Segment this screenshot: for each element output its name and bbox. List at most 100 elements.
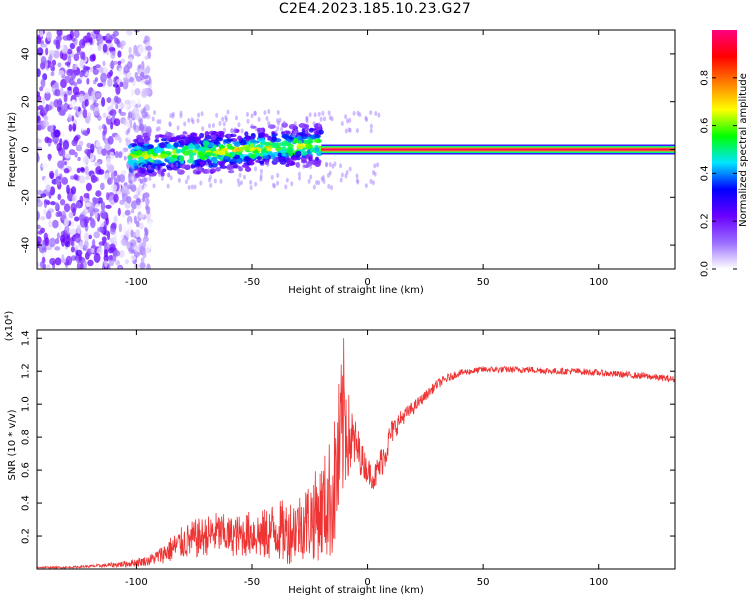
heatmap-cell [121, 170, 127, 176]
heatmap-cell [55, 211, 60, 217]
heatmap-cell [364, 115, 368, 121]
heatmap-cell [137, 167, 142, 174]
heatmap-cell [227, 146, 235, 150]
heatmap-cell [313, 112, 317, 118]
heatmap-cell [113, 250, 121, 257]
heatmap-cell [70, 255, 77, 262]
heatmap-cell [66, 249, 72, 256]
heatmap-cell [290, 181, 294, 187]
heatmap-cell [123, 155, 127, 161]
heatmap-cell [74, 216, 80, 222]
heatmap-cell [308, 112, 312, 118]
heatmap-cell [303, 139, 310, 145]
x-tick-label: -100 [125, 577, 148, 588]
heatmap-cell [364, 183, 368, 189]
heatmap-cell [143, 154, 149, 160]
heatmap-cell [263, 110, 267, 116]
heatmap-cell [91, 238, 96, 249]
heatmap-cell [139, 261, 146, 269]
snr-y-axis: 0.2 0.4 0.6 0.8 1.0 1.2 1.4 [21, 330, 675, 544]
heatmap-cell [79, 262, 84, 269]
heatmap-cell [228, 158, 237, 162]
heatmap-cell [254, 126, 258, 132]
heatmap-cell [82, 260, 87, 269]
heatmap-cell [254, 166, 258, 172]
heatmap-cell [67, 113, 72, 122]
heatmap-cell [126, 196, 132, 204]
heatmap-cell [301, 135, 308, 140]
heatmap-cell [172, 149, 178, 155]
heatmap-cell [57, 62, 62, 68]
heatmap-cell [155, 134, 160, 140]
heatmap-cell [285, 163, 290, 168]
heatmap-plot-area [37, 30, 675, 269]
heatmap-cell [37, 137, 41, 144]
heatmap-cell [99, 220, 105, 228]
heatmap-cell [113, 215, 118, 224]
heatmap-cell [188, 142, 194, 149]
heatmap-cell [146, 144, 155, 150]
heatmap-cell [48, 119, 56, 127]
heatmap-cell [79, 241, 84, 250]
heatmap-cell [254, 181, 258, 187]
heatmap-cell [146, 150, 152, 155]
heatmap-cell [276, 180, 280, 186]
heatmap-cell [78, 140, 84, 147]
heatmap-cell [44, 88, 51, 94]
heatmap-cell [347, 127, 351, 133]
heatmap-cell [199, 160, 206, 167]
heatmap-cell [89, 152, 95, 162]
heatmap-cell [113, 233, 118, 242]
heatmap-cell [344, 128, 348, 134]
heatmap-cell [230, 151, 236, 157]
heatmap-cell [280, 126, 284, 132]
heatmap-cell [64, 61, 71, 66]
heatmap-cell [128, 46, 132, 55]
heatmap-cell [54, 246, 61, 251]
heatmap-cell [182, 150, 190, 156]
heatmap-cell [130, 89, 135, 97]
heatmap-cell [352, 110, 356, 116]
heatmap-cell [69, 30, 74, 40]
heatmap-cell [135, 149, 143, 155]
heatmap-cell [48, 49, 56, 55]
heatmap-cell [166, 183, 170, 189]
heatmap-cell [315, 156, 320, 161]
heatmap-cell [132, 122, 137, 131]
heatmap-cell [45, 104, 52, 111]
heatmap-cell [127, 164, 131, 170]
heatmap-cell [82, 197, 90, 203]
heatmap-cell [63, 203, 71, 213]
heatmap-cell [291, 132, 295, 138]
heatmap-cell [127, 132, 131, 141]
heatmap-cell [314, 134, 321, 138]
x-tick-label: 0 [364, 577, 370, 588]
heatmap-cell [376, 162, 380, 168]
heatmap-cell [97, 227, 104, 233]
heatmap-cell [194, 159, 200, 164]
heatmap-cell [84, 239, 89, 250]
heatmap-cell [132, 49, 139, 56]
heatmap-cell [136, 197, 141, 206]
heatmap-cell [95, 92, 101, 99]
heatmap-cell [55, 178, 61, 186]
heatmap-cell [205, 161, 209, 167]
heatmap-cell [63, 217, 70, 227]
heatmap-cell [198, 165, 202, 171]
heatmap-cell [43, 209, 47, 215]
heatmap-cell [48, 220, 53, 228]
heatmap-cell [92, 208, 100, 213]
heatmap-cell [105, 192, 110, 201]
heatmap-cell [134, 173, 142, 177]
heatmap-cell [76, 167, 81, 174]
heatmap-cell [87, 111, 92, 122]
heatmap-cell [70, 71, 77, 80]
heatmap-cell [55, 169, 59, 177]
heatmap-cell [44, 237, 50, 247]
heatmap-cell [118, 136, 122, 144]
heatmap-cell [101, 236, 107, 243]
heatmap-cell [75, 249, 83, 257]
heatmap-cell [101, 212, 107, 220]
heatmap-cell [129, 119, 133, 125]
